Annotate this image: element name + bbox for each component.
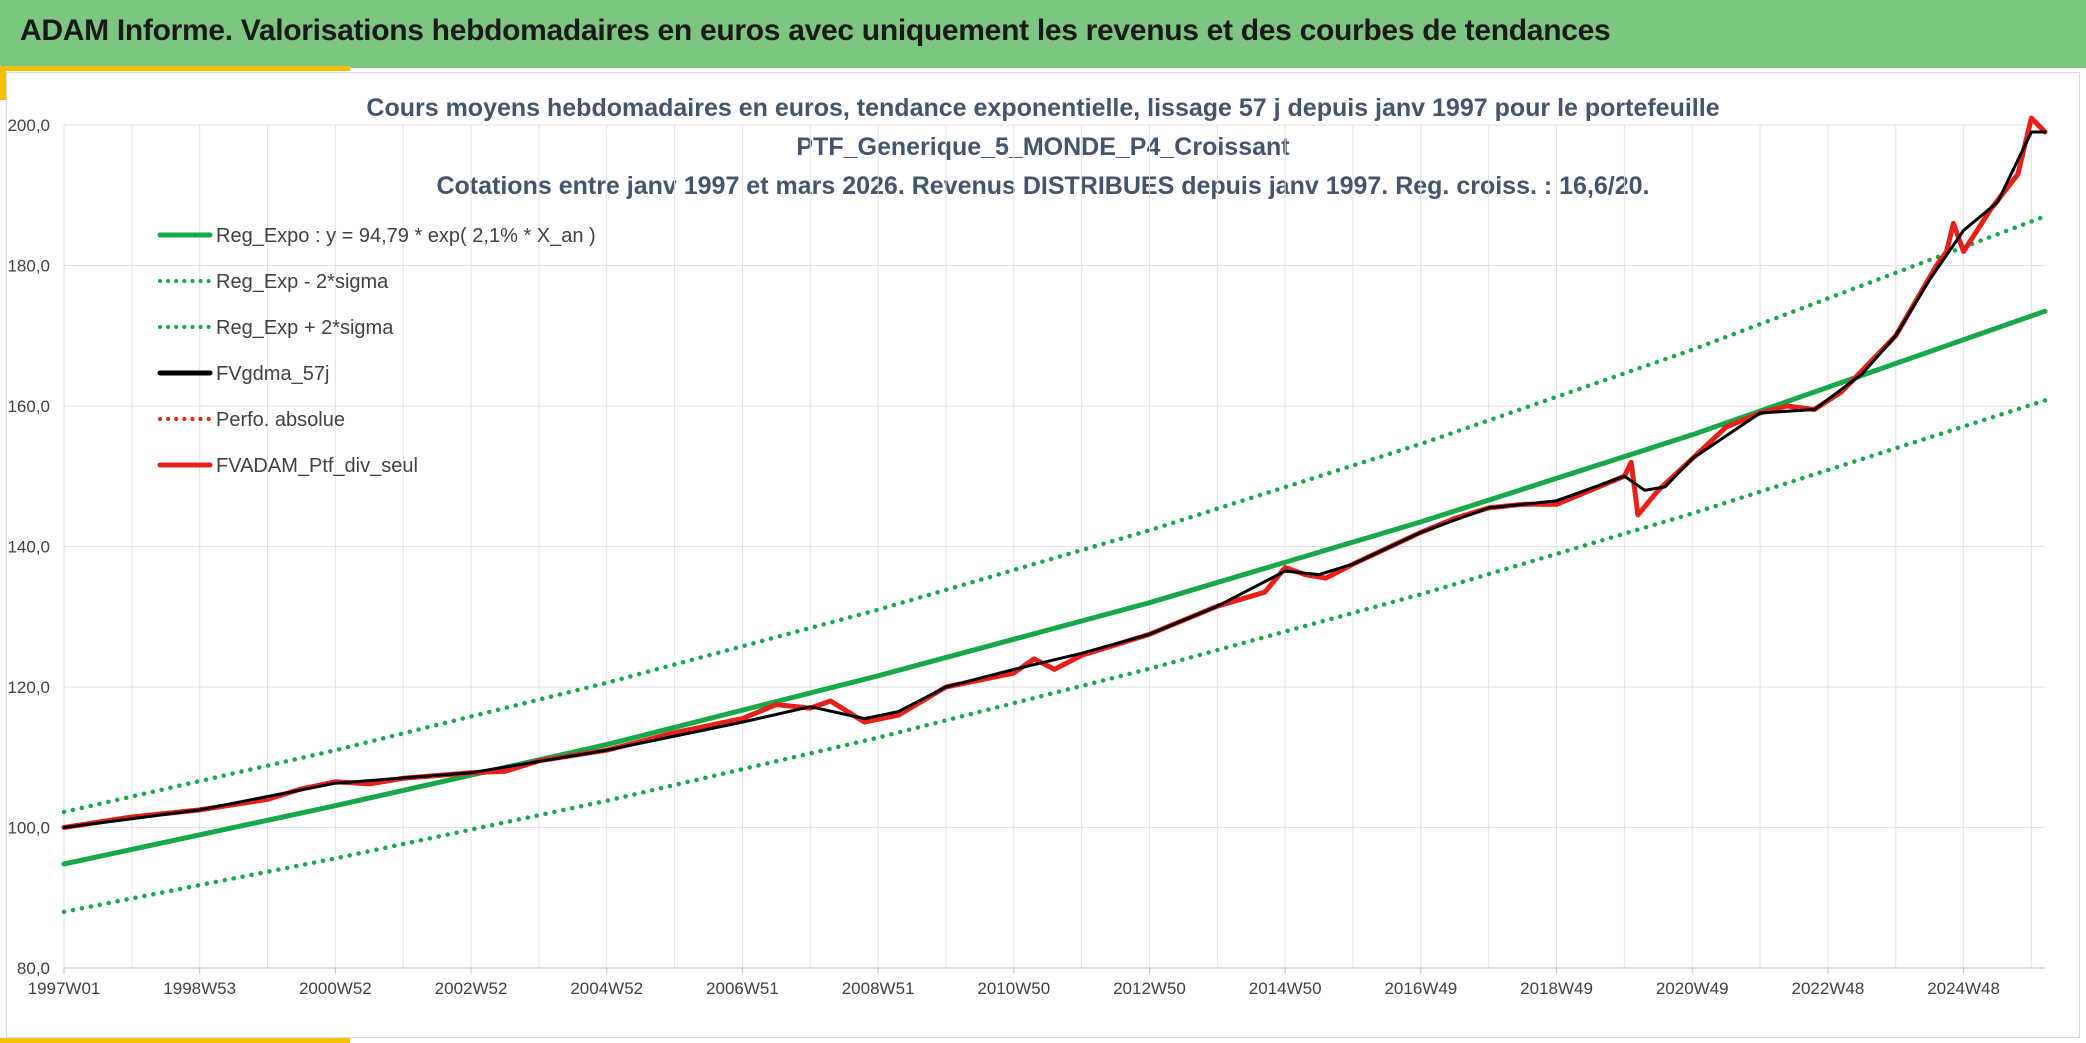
x-tick-label: 2014W50 — [1249, 979, 1322, 998]
x-tick-label: 2022W48 — [1792, 979, 1865, 998]
series-line-reg-expo — [61, 308, 2048, 867]
legend-label: Reg_Exp + 2*sigma — [216, 317, 394, 339]
series-line-reg-minus-2sigma — [61, 398, 2048, 915]
accent-bar-bottom — [0, 1038, 350, 1043]
legend-label: FVADAM_Ptf_div_seul — [216, 455, 418, 477]
series-line-fvgdma-57j-overlay — [63, 130, 2045, 829]
legend-label: Reg_Expo : y = 94,79 * exp( 2,1% * X_an … — [216, 225, 596, 247]
legend-label: FVgdma_57j — [216, 363, 329, 385]
x-tick-label: 2008W51 — [842, 979, 915, 998]
accent-bar-top — [0, 66, 350, 71]
accent-bar-left — [0, 66, 6, 100]
legend-label: Reg_Exp - 2*sigma — [216, 271, 389, 293]
legend-label: Perfo. absolue — [216, 409, 345, 431]
x-tick-label: 2000W52 — [299, 979, 372, 998]
x-tick-label: 2024W48 — [1927, 979, 2000, 998]
x-tick-label: 2010W50 — [977, 979, 1050, 998]
y-tick-label: 120,0 — [7, 678, 50, 697]
y-tick-label: 140,0 — [7, 538, 50, 557]
header-title: ADAM Informe. Valorisations hebdomadaire… — [20, 14, 1611, 47]
x-tick-label: 2016W49 — [1384, 979, 1457, 998]
chart-frame — [6, 72, 2080, 1038]
header-banner: ADAM Informe. Valorisations hebdomadaire… — [0, 0, 2086, 68]
x-tick-label: 2018W49 — [1520, 979, 1593, 998]
series-line-reg-plus-2sigma — [61, 214, 2048, 815]
x-tick-label: 2002W52 — [435, 979, 508, 998]
y-tick-label: 160,0 — [7, 397, 50, 416]
y-tick-label: 80,0 — [17, 959, 50, 978]
x-tick-label: 2004W52 — [570, 979, 643, 998]
x-tick-label: 2006W51 — [706, 979, 779, 998]
y-tick-label: 100,0 — [7, 819, 50, 838]
chart-title-line-3: Cotations entre janv 1997 et mars 2026. … — [436, 172, 1650, 200]
x-tick-label: 1998W53 — [163, 979, 236, 998]
x-tick-label: 1997W01 — [28, 979, 101, 998]
y-tick-label: 180,0 — [7, 257, 50, 276]
x-tick-label: 2020W49 — [1656, 979, 1729, 998]
x-tick-label: 2012W50 — [1113, 979, 1186, 998]
chart-title-line-1: Cours moyens hebdomadaires en euros, ten… — [366, 94, 1720, 122]
y-tick-label: 200,0 — [7, 116, 50, 135]
